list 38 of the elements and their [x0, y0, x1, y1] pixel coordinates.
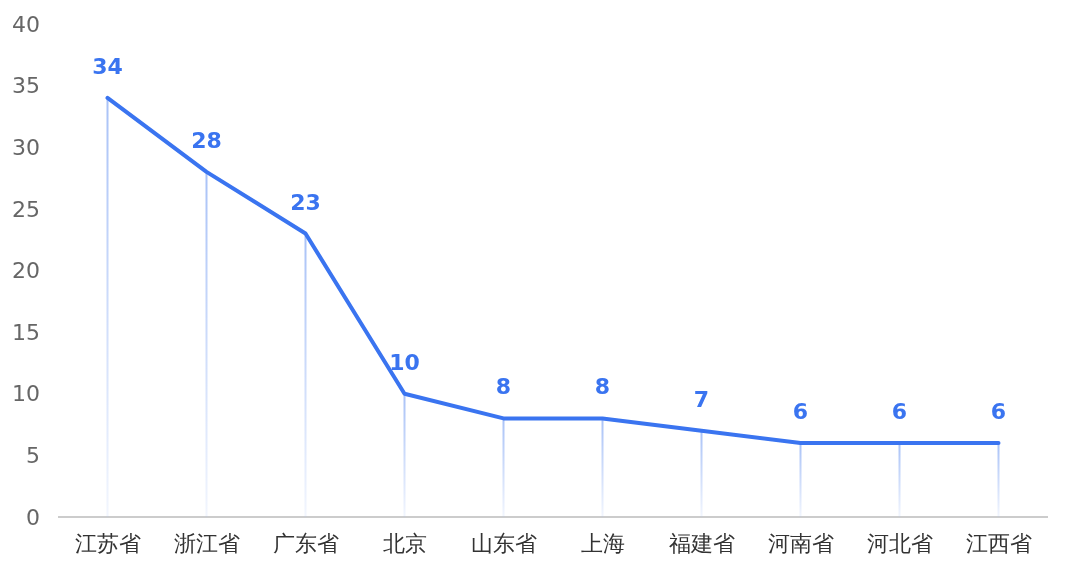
x-tick-label: 河南省 [767, 531, 834, 556]
x-tick-label: 北京 [382, 531, 427, 556]
data-label: 8 [495, 374, 512, 400]
y-tick-label: 10 [12, 381, 40, 407]
data-label: 6 [792, 399, 809, 425]
bar [403, 393, 406, 517]
data-label: 6 [891, 399, 908, 425]
bar [700, 430, 703, 517]
data-label: 23 [290, 189, 321, 215]
y-tick-label: 15 [12, 319, 40, 345]
y-tick-label: 20 [12, 258, 40, 284]
data-label: 8 [594, 374, 611, 400]
x-tick-label: 山东省 [470, 531, 537, 556]
bar [799, 443, 802, 517]
data-label: 6 [990, 399, 1007, 425]
y-tick-label: 5 [26, 443, 40, 469]
x-tick-label: 福建省 [668, 531, 735, 556]
bar [106, 97, 109, 517]
y-tick-label: 0 [26, 504, 40, 530]
x-tick-label: 河北省 [866, 531, 933, 556]
data-label: 10 [389, 349, 420, 375]
x-tick-label: 上海 [580, 531, 625, 556]
bar [502, 418, 505, 517]
data-label: 7 [693, 386, 710, 412]
x-tick-label: 江西省 [965, 531, 1032, 556]
bar [898, 443, 901, 517]
y-tick-label: 25 [12, 196, 40, 222]
x-tick-label: 广东省 [272, 531, 339, 556]
bar [997, 443, 1000, 517]
data-label: 28 [191, 127, 222, 153]
y-tick-label: 35 [12, 73, 40, 99]
bar [601, 418, 604, 517]
y-tick-label: 30 [12, 134, 40, 160]
x-tick-label: 江苏省 [74, 531, 141, 556]
x-tick-label: 浙江省 [173, 531, 240, 556]
data-label: 34 [92, 53, 123, 79]
y-tick-label: 40 [12, 11, 40, 37]
bar [205, 171, 208, 517]
